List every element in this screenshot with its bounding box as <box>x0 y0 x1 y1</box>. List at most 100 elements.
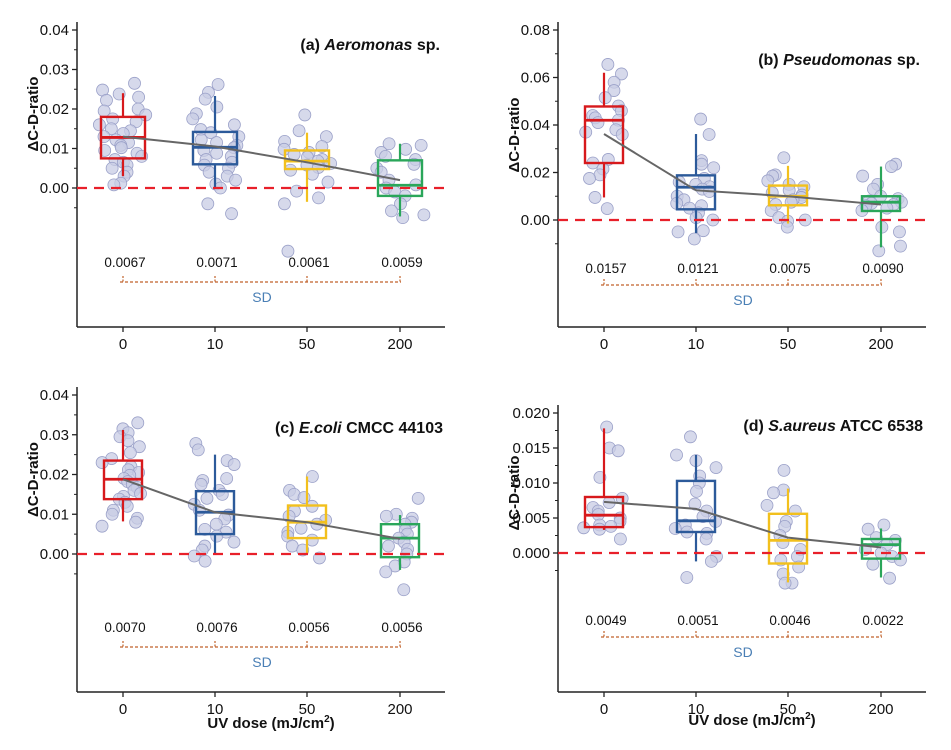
sd-value: 0.0022 <box>862 613 903 628</box>
data-point <box>202 165 216 179</box>
data-point <box>894 239 907 253</box>
data-point <box>707 161 721 175</box>
panel-d: 0.000 0.005 0.010 0.015 0.020 0 10 50 200 ΔC-D-ra… <box>506 405 931 729</box>
data-point <box>198 522 212 536</box>
species-name: Pseudomonas <box>783 52 892 69</box>
data-point <box>777 151 791 165</box>
data-point <box>210 146 224 160</box>
data-point <box>702 128 716 141</box>
data-point <box>414 138 428 152</box>
data-point <box>128 76 141 90</box>
data-point <box>187 549 201 563</box>
data-point <box>600 202 614 216</box>
x-axis-title-text: UV dose (mJ/cm <box>688 712 805 729</box>
data-point <box>105 161 119 175</box>
data-point <box>695 157 708 171</box>
data-point <box>760 498 774 512</box>
data-point <box>114 141 128 155</box>
data-point <box>614 532 627 546</box>
y-tick-label: 0.010 <box>512 475 550 492</box>
data-point <box>292 124 306 138</box>
title-part: CMCC 44103 <box>342 420 443 437</box>
y-tick-label: 0.03 <box>40 62 69 79</box>
sd-value: 0.0049 <box>585 613 626 628</box>
species-name: E.coli <box>299 420 342 437</box>
data-point <box>588 191 602 204</box>
panel-title: (a) Aeromonas sp. <box>300 37 440 54</box>
x-axis-title-text: UV dose (mJ/cm <box>207 715 324 732</box>
data-point <box>132 90 146 104</box>
data-point <box>778 576 792 590</box>
box <box>583 495 625 529</box>
data-point <box>191 443 205 457</box>
x-tick-label: 200 <box>868 336 893 353</box>
box <box>379 522 421 559</box>
data-point <box>129 115 143 129</box>
data-point <box>131 416 145 430</box>
data-point <box>321 175 335 189</box>
data-point <box>281 244 295 258</box>
y-axis-title: ΔC-D-ratio <box>506 98 523 173</box>
y-tick-label: 0.020 <box>512 405 550 422</box>
data-point <box>670 448 683 462</box>
sd-label: SD <box>252 654 271 670</box>
y-tick-label: 0.03 <box>40 427 69 444</box>
x-tick-label: 10 <box>688 336 705 353</box>
x-tick-label: 200 <box>387 336 412 353</box>
data-point <box>885 160 898 173</box>
data-point <box>104 122 118 136</box>
sd-value: 0.0157 <box>585 261 626 276</box>
y-tick-label: 0.04 <box>40 22 69 39</box>
data-point <box>396 211 410 225</box>
x-tick-label: 0 <box>119 336 127 353</box>
data-point <box>883 571 896 585</box>
y-tick-label: 0.01 <box>40 141 69 158</box>
y-tick-label: 0.00 <box>40 546 69 563</box>
x-tick-label: 50 <box>780 336 797 353</box>
title-part: sp. <box>412 37 440 54</box>
sd-value: 0.0071 <box>196 255 237 270</box>
data-point <box>893 225 906 239</box>
data-point <box>278 197 291 211</box>
data-point <box>687 232 701 246</box>
data-point <box>694 112 708 126</box>
title-part: (c) <box>275 420 299 437</box>
x-tick-label: 10 <box>207 336 224 353</box>
x-tick-label: 0 <box>600 336 608 353</box>
data-point <box>690 484 703 498</box>
data-point <box>132 440 146 454</box>
box <box>675 479 717 534</box>
x-tick-label: 50 <box>299 701 316 718</box>
data-point <box>95 456 109 469</box>
x-tick-label: 200 <box>387 701 412 718</box>
x-tick-label: 10 <box>688 701 705 718</box>
data-point <box>229 173 242 187</box>
y-tick-label: 0.02 <box>521 165 550 182</box>
data-point <box>227 458 241 471</box>
x-axis-title-close: ) <box>330 715 335 732</box>
data-point <box>600 420 614 434</box>
data-point <box>210 100 224 114</box>
data-point <box>228 118 241 132</box>
sd-value: 0.0046 <box>769 613 810 628</box>
superscript: 2 <box>805 711 811 722</box>
data-point <box>877 518 891 532</box>
y-tick-label: 0.00 <box>40 180 69 197</box>
data-point <box>696 224 710 238</box>
data-point <box>583 172 596 185</box>
y-tick-label: 0.06 <box>521 70 550 87</box>
data-point <box>294 521 308 535</box>
sd-label: SD <box>733 292 752 308</box>
x-tick-label: 10 <box>207 701 224 718</box>
sd-value: 0.0070 <box>104 620 145 635</box>
x-tick-label: 50 <box>780 701 797 718</box>
data-point <box>856 169 870 183</box>
y-axis-title: ΔC-D-ratio <box>25 77 42 152</box>
x-tick-label: 50 <box>299 336 316 353</box>
data-point <box>379 509 393 523</box>
data-point <box>671 225 685 239</box>
panel-title: (d) S.aureus ATCC 6538 <box>743 418 923 435</box>
data-point <box>611 444 625 458</box>
data-point <box>198 92 212 106</box>
title-part: (b) <box>758 52 783 69</box>
